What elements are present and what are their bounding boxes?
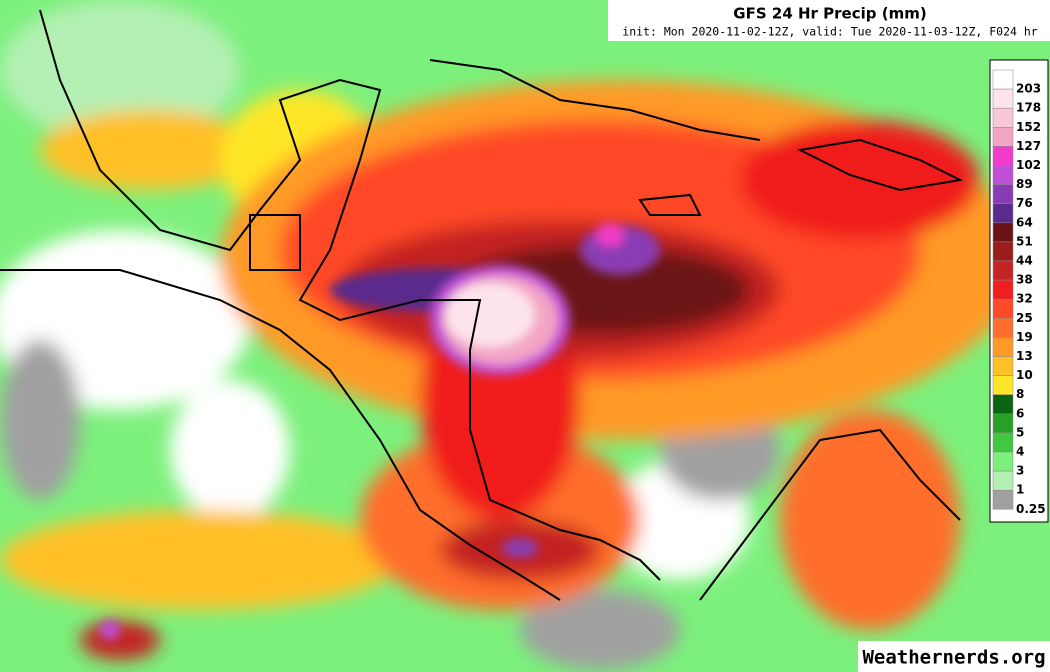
- legend-label: 25: [1016, 311, 1033, 325]
- legend-label: 76: [1016, 196, 1033, 210]
- legend-swatch: [992, 470, 1014, 491]
- legend-swatch: [992, 222, 1014, 243]
- legend-swatch: [992, 356, 1014, 376]
- legend-swatch: [992, 184, 1014, 204]
- legend-label: 10: [1016, 368, 1033, 382]
- legend-label: 178: [1016, 101, 1041, 115]
- legend-swatch: [992, 146, 1014, 166]
- map-title: GFS 24 Hr Precip (mm): [733, 5, 926, 23]
- legend-swatch: [992, 279, 1014, 300]
- legend-label: 203: [1016, 82, 1041, 96]
- legend-swatch: [992, 318, 1014, 338]
- legend: 2031781521271028976645144383225191310865…: [992, 69, 1046, 516]
- legend-swatch: [992, 241, 1014, 262]
- legend-swatch: [992, 375, 1014, 395]
- coastlines: [0, 9, 964, 601]
- legend-label: 1: [1016, 483, 1024, 497]
- legend-swatch: [992, 394, 1014, 415]
- legend-label: 19: [1016, 330, 1033, 344]
- legend-swatch: [992, 451, 1014, 472]
- legend-label: 6: [1016, 406, 1024, 420]
- legend-label: 13: [1016, 349, 1033, 363]
- legend-label: 8: [1016, 387, 1024, 401]
- legend-swatch: [992, 413, 1014, 434]
- legend-label: 38: [1016, 273, 1033, 287]
- legend-swatch: [992, 203, 1014, 224]
- legend-swatch: [992, 337, 1014, 357]
- legend-label: 0.25: [1016, 502, 1046, 516]
- watermark-box: Weathernerds.org: [858, 641, 1050, 672]
- legend-label: 4: [1016, 445, 1024, 459]
- legend-swatch: [992, 88, 1014, 109]
- legend-swatch: [992, 260, 1014, 281]
- legend-label: 51: [1016, 234, 1033, 248]
- title-box: GFS 24 Hr Precip (mm) init: Mon 2020-11-…: [608, 0, 1050, 41]
- legend-label: 3: [1016, 464, 1024, 478]
- legend-label: 44: [1016, 254, 1033, 268]
- legend-label: 32: [1016, 292, 1033, 306]
- legend-swatch: [992, 489, 1014, 510]
- watermark: Weathernerds.org: [862, 647, 1045, 669]
- legend-swatch: [992, 298, 1014, 319]
- legend-swatch: [992, 165, 1014, 185]
- map-subtitle: init: Mon 2020-11-02-12Z, valid: Tue 202…: [622, 25, 1037, 39]
- legend-label: 102: [1016, 158, 1041, 172]
- legend-swatch: [992, 127, 1014, 147]
- legend-swatch: [992, 107, 1014, 128]
- legend-label: 152: [1016, 120, 1041, 134]
- legend-swatch: [992, 69, 1014, 90]
- legend-swatch: [992, 432, 1014, 453]
- legend-label: 89: [1016, 177, 1033, 191]
- legend-label: 127: [1016, 139, 1041, 153]
- legend-label: 64: [1016, 215, 1033, 229]
- legend-label: 5: [1016, 425, 1024, 439]
